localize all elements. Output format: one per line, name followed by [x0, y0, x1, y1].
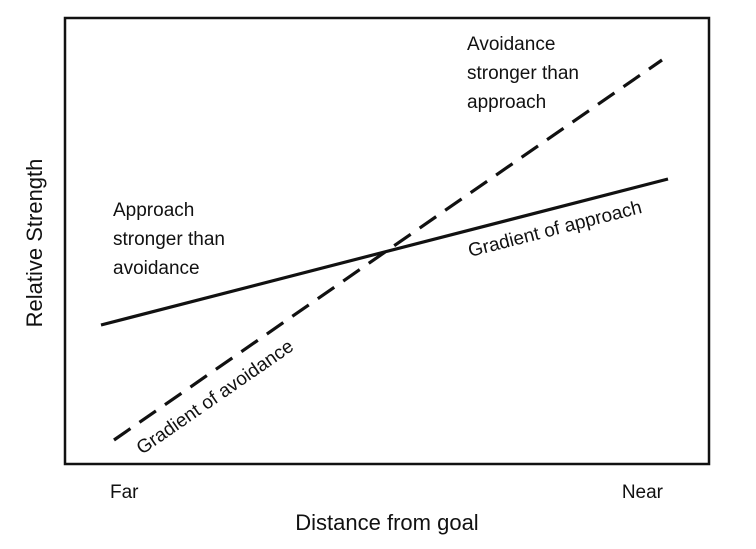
avoidance-gradient-line	[113, 58, 663, 442]
plot-frame	[63, 16, 711, 466]
avoidance-gradient-label: Gradient of avoidance	[133, 336, 298, 459]
left-region-line-2: stronger than	[113, 229, 225, 250]
right-region-line-3: approach	[467, 92, 546, 113]
left-region-line-3: avoidance	[113, 258, 200, 279]
x-tick-far: Far	[110, 482, 139, 503]
right-region-line-1: Avoidance	[467, 34, 555, 55]
left-region-line-1: Approach	[113, 200, 194, 221]
x-tick-near: Near	[622, 482, 664, 503]
y-axis-title: Relative Strength	[22, 159, 47, 328]
x-axis-title: Distance from goal	[295, 510, 478, 535]
right-region-line-2: stronger than	[467, 63, 579, 84]
approach-gradient-line	[100, 177, 669, 327]
